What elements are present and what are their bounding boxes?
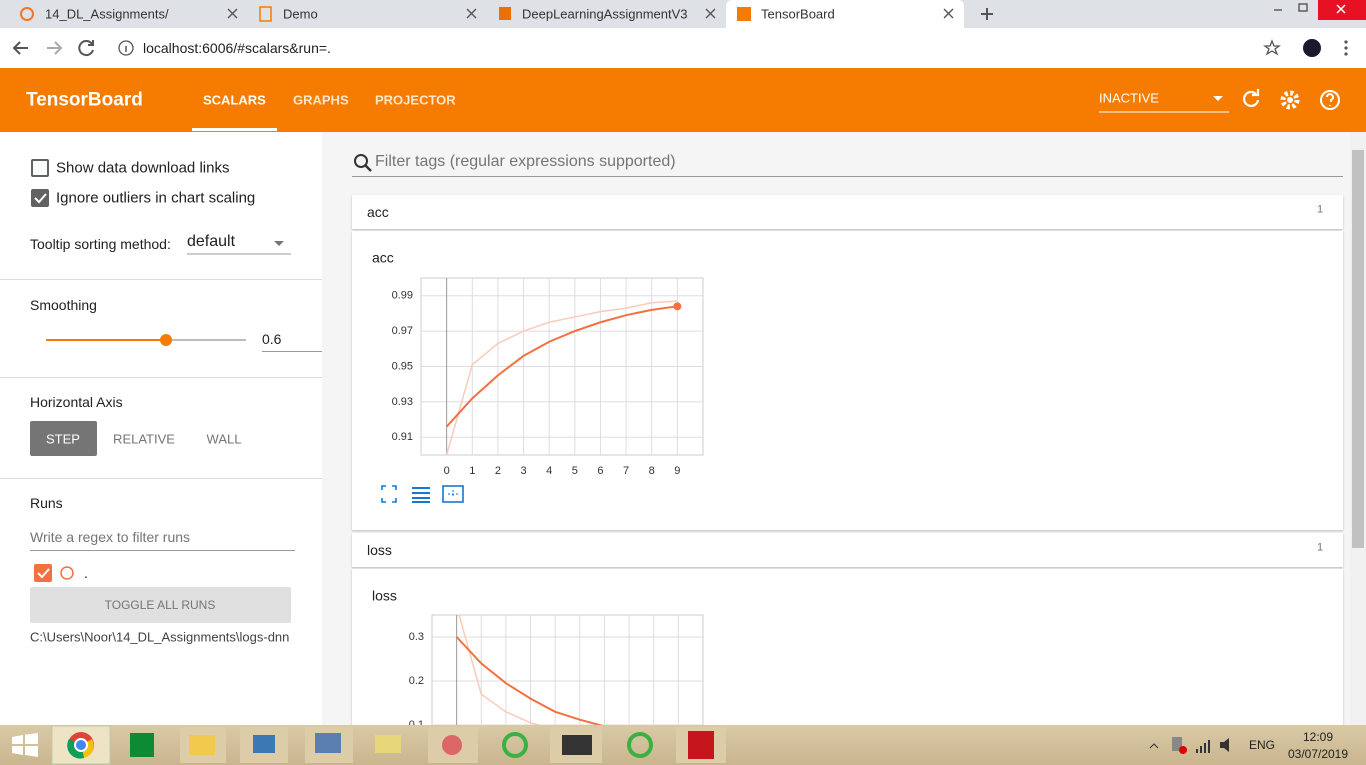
chart-title: loss [372, 588, 397, 604]
input-underline [30, 550, 295, 551]
tooltip-label: Tooltip sorting method: [30, 236, 171, 252]
y-tick-label: 0.93 [392, 396, 413, 408]
axis-option[interactable]: WALL [206, 431, 242, 447]
clock-date[interactable]: 03/07/2019 [1287, 747, 1349, 761]
card-header[interactable] [352, 533, 1343, 567]
logdir: C:\Users\Noor\14_DL_Assignments\logs-dnn [30, 629, 290, 645]
x-tick-label: 5 [572, 465, 578, 477]
select-decor [187, 241, 291, 255]
smoothing-label: Smoothing [30, 297, 97, 313]
smoothing-slider[interactable] [40, 328, 260, 352]
input-underline [262, 351, 322, 352]
toggle-label[interactable]: TOGGLE ALL RUNS [104, 598, 216, 612]
card-tag: acc [367, 204, 389, 220]
y-tick-label: 0.3 [409, 631, 424, 643]
axis-option[interactable]: STEP [46, 431, 80, 447]
series-line [445, 300, 678, 455]
scrollbar-thumb[interactable] [1352, 150, 1364, 548]
y-tick-label: 0.95 [392, 360, 413, 372]
chart-controls[interactable] [381, 485, 464, 503]
card-header[interactable] [352, 195, 1343, 229]
runs-label: Runs [30, 495, 63, 511]
clock-time[interactable]: 12:09 [1302, 730, 1334, 744]
app-header [0, 68, 1366, 132]
x-tick-label: 0 [444, 465, 450, 477]
tab-bar [0, 0, 1366, 28]
x-tick-label: 9 [674, 465, 680, 477]
tab[interactable]: DeepLearningAssignmentV3 [522, 6, 688, 22]
tab[interactable]: 14_DL_Assignments/ [45, 6, 169, 22]
tab[interactable]: TensorBoard [761, 6, 835, 22]
divider [0, 279, 322, 280]
checkbox-label: Ignore outliers in chart scaling [56, 189, 256, 207]
nav-underline [192, 128, 277, 131]
card-tag: loss [367, 542, 392, 558]
smoothing-value[interactable]: 0.6 [262, 331, 282, 347]
nav-tab[interactable]: SCALARS [203, 92, 266, 108]
tab[interactable]: Demo [283, 6, 318, 22]
y-tick-label: 0.99 [392, 290, 413, 302]
nav-tab[interactable]: PROJECTOR [375, 92, 456, 108]
y-tick-label: 0.91 [392, 431, 413, 443]
run-name: . [84, 565, 88, 581]
tag-filter[interactable]: Filter tags (regular expressions support… [375, 153, 676, 170]
axis-label: Horizontal Axis [30, 394, 123, 410]
tooltip-select[interactable]: default [187, 233, 236, 250]
active-tab[interactable] [726, 0, 964, 28]
x-tick-label: 3 [520, 465, 526, 477]
checkbox[interactable] [31, 159, 49, 177]
card-count: 1 [1317, 203, 1324, 216]
nav-tab[interactable]: GRAPHS [293, 92, 349, 108]
toggle-button[interactable] [30, 587, 291, 623]
y-tick-label: 0.97 [392, 325, 413, 337]
y-tick-label: 0.2 [409, 675, 424, 687]
url[interactable]: localhost:6006/#scalars&run=. [143, 40, 331, 56]
axis-button-selected[interactable] [30, 421, 97, 456]
series-line [445, 305, 678, 428]
browser-chrome-icons [0, 0, 1366, 68]
input-underline [352, 176, 1343, 177]
header-icons [1099, 89, 1340, 113]
checkbox-label: Show data download links [56, 159, 230, 177]
last-point [673, 302, 682, 311]
x-tick-label: 1 [469, 465, 475, 477]
divider [0, 478, 322, 479]
divider [0, 377, 322, 378]
card-count: 1 [1317, 541, 1324, 554]
x-tick-label: 7 [623, 465, 629, 477]
brand: TensorBoard [26, 89, 143, 111]
start-button[interactable] [12, 733, 38, 757]
slider-knob[interactable] [160, 334, 172, 346]
taskbar-icons [12, 725, 1229, 765]
run-toggle[interactable] [32, 562, 77, 584]
search-icon [354, 154, 372, 172]
x-tick-label: 6 [597, 465, 603, 477]
axis-option[interactable]: RELATIVE [113, 431, 175, 447]
checkbox[interactable] [30, 188, 50, 208]
x-tick-label: 4 [546, 465, 552, 477]
x-tick-label: 8 [649, 465, 655, 477]
status-dropdown[interactable]: INACTIVE [1099, 90, 1159, 106]
x-tick-label: 2 [495, 465, 501, 477]
runs-filter[interactable]: Write a regex to filter runs [30, 529, 191, 545]
language[interactable]: ENG [1249, 738, 1276, 752]
series-group [445, 300, 678, 455]
chart-title: acc [372, 250, 394, 266]
